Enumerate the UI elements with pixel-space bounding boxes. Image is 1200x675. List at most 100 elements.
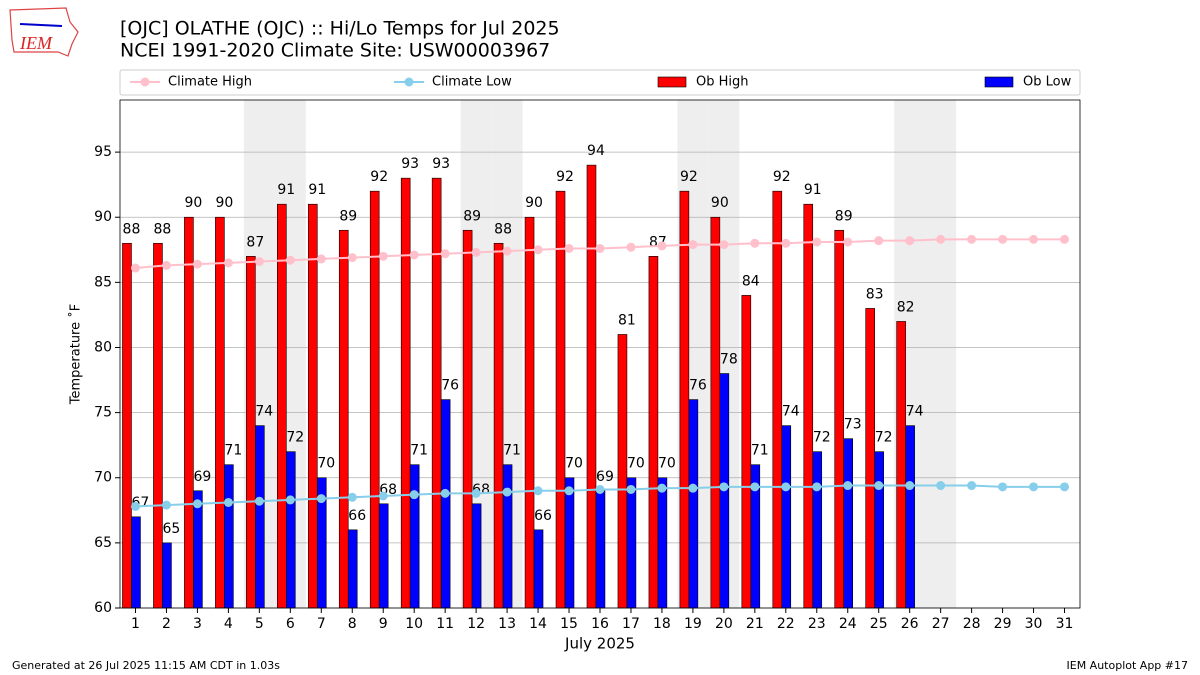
line-marker	[533, 486, 543, 496]
data-label: 69	[193, 469, 211, 485]
data-label: 92	[680, 169, 698, 185]
data-label: 72	[286, 430, 304, 446]
data-label: 72	[813, 430, 831, 446]
bar	[834, 229, 845, 609]
data-label: 90	[711, 195, 729, 211]
line-marker	[161, 260, 171, 270]
bar	[595, 490, 606, 609]
bar	[524, 216, 535, 609]
bar	[555, 190, 566, 609]
bar	[184, 216, 194, 609]
line-marker	[347, 492, 357, 502]
bar	[874, 451, 884, 609]
data-label: 87	[246, 234, 264, 250]
data-label: 71	[751, 443, 769, 459]
data-label: 76	[689, 378, 707, 394]
line-marker	[564, 486, 574, 496]
line-marker	[285, 495, 295, 505]
logo-outline	[9, 7, 79, 57]
data-label: 94	[587, 143, 605, 159]
line-marker	[316, 254, 326, 264]
bar	[896, 321, 906, 609]
line-marker	[1060, 482, 1070, 492]
data-label: 92	[773, 169, 791, 185]
bar	[626, 477, 637, 609]
bar	[710, 216, 721, 609]
logo-text: IEM	[19, 33, 53, 53]
bar	[162, 542, 172, 609]
line-marker	[254, 496, 264, 506]
line-marker	[502, 246, 512, 256]
footer-right: IEM Autoplot App #17	[1067, 659, 1189, 672]
x-tick-label: 21	[746, 616, 764, 632]
bar	[338, 229, 349, 609]
x-tick-label: 3	[193, 616, 202, 632]
data-label: 72	[875, 430, 893, 446]
bar	[285, 451, 296, 609]
data-label: 70	[565, 456, 583, 472]
data-label: 71	[224, 443, 242, 459]
x-tick-label: 18	[653, 616, 671, 632]
line-marker	[161, 500, 171, 510]
line-marker	[905, 481, 915, 491]
legend-marker	[404, 77, 414, 87]
legend-label: Ob Low	[1023, 75, 1072, 90]
line-marker	[223, 497, 233, 507]
line-marker	[657, 483, 667, 493]
bar	[193, 490, 203, 609]
x-tick-label: 13	[498, 616, 516, 632]
line-marker	[1029, 234, 1039, 244]
line-marker	[967, 234, 977, 244]
bar	[255, 425, 265, 609]
y-tick-label: 75	[94, 405, 112, 421]
data-label: 91	[308, 182, 326, 198]
data-label: 90	[525, 195, 543, 211]
x-tick-label: 22	[777, 616, 795, 632]
line-marker	[936, 481, 946, 491]
line-marker	[440, 488, 450, 498]
bar	[772, 190, 783, 609]
logo: IEM	[9, 7, 79, 57]
bar	[564, 477, 575, 609]
line-marker	[1029, 482, 1039, 492]
data-label: 92	[370, 169, 388, 185]
bar	[431, 177, 442, 609]
x-tick-label: 15	[560, 616, 578, 632]
data-label: 90	[215, 195, 233, 211]
data-label: 74	[782, 404, 800, 420]
x-axis-label: July 2025	[564, 635, 635, 653]
line-marker	[378, 491, 388, 501]
legend-label: Climate High	[168, 75, 252, 90]
line-marker	[533, 245, 543, 255]
legend-label: Climate Low	[432, 75, 512, 90]
x-tick-label: 9	[379, 616, 388, 632]
x-tick-label: 8	[348, 616, 357, 632]
legend-swatch	[657, 76, 687, 88]
line-marker	[223, 258, 233, 268]
data-label: 89	[339, 208, 357, 224]
bar	[347, 529, 358, 609]
data-label: 82	[897, 299, 915, 315]
bar	[812, 451, 823, 609]
x-tick-label: 17	[622, 616, 640, 632]
line-marker	[130, 263, 140, 273]
line-marker	[502, 487, 512, 497]
x-tick-label: 16	[591, 616, 609, 632]
data-label: 66	[534, 508, 552, 524]
x-tick-label: 29	[994, 616, 1012, 632]
line-marker	[657, 241, 667, 251]
data-label: 74	[255, 404, 273, 420]
bar	[153, 242, 163, 609]
bar	[462, 229, 473, 609]
data-label: 84	[742, 273, 760, 289]
weekend-shade	[925, 100, 957, 608]
chart-subtitle: NCEI 1991-2020 Climate Site: USW00003967	[120, 40, 550, 62]
data-label: 65	[162, 521, 180, 537]
data-label: 88	[123, 221, 141, 237]
bar	[865, 308, 875, 609]
data-label: 74	[906, 404, 924, 420]
y-tick-label: 65	[94, 535, 112, 551]
x-tick-label: 25	[870, 616, 888, 632]
line-marker	[130, 501, 140, 511]
line-marker	[471, 247, 481, 257]
